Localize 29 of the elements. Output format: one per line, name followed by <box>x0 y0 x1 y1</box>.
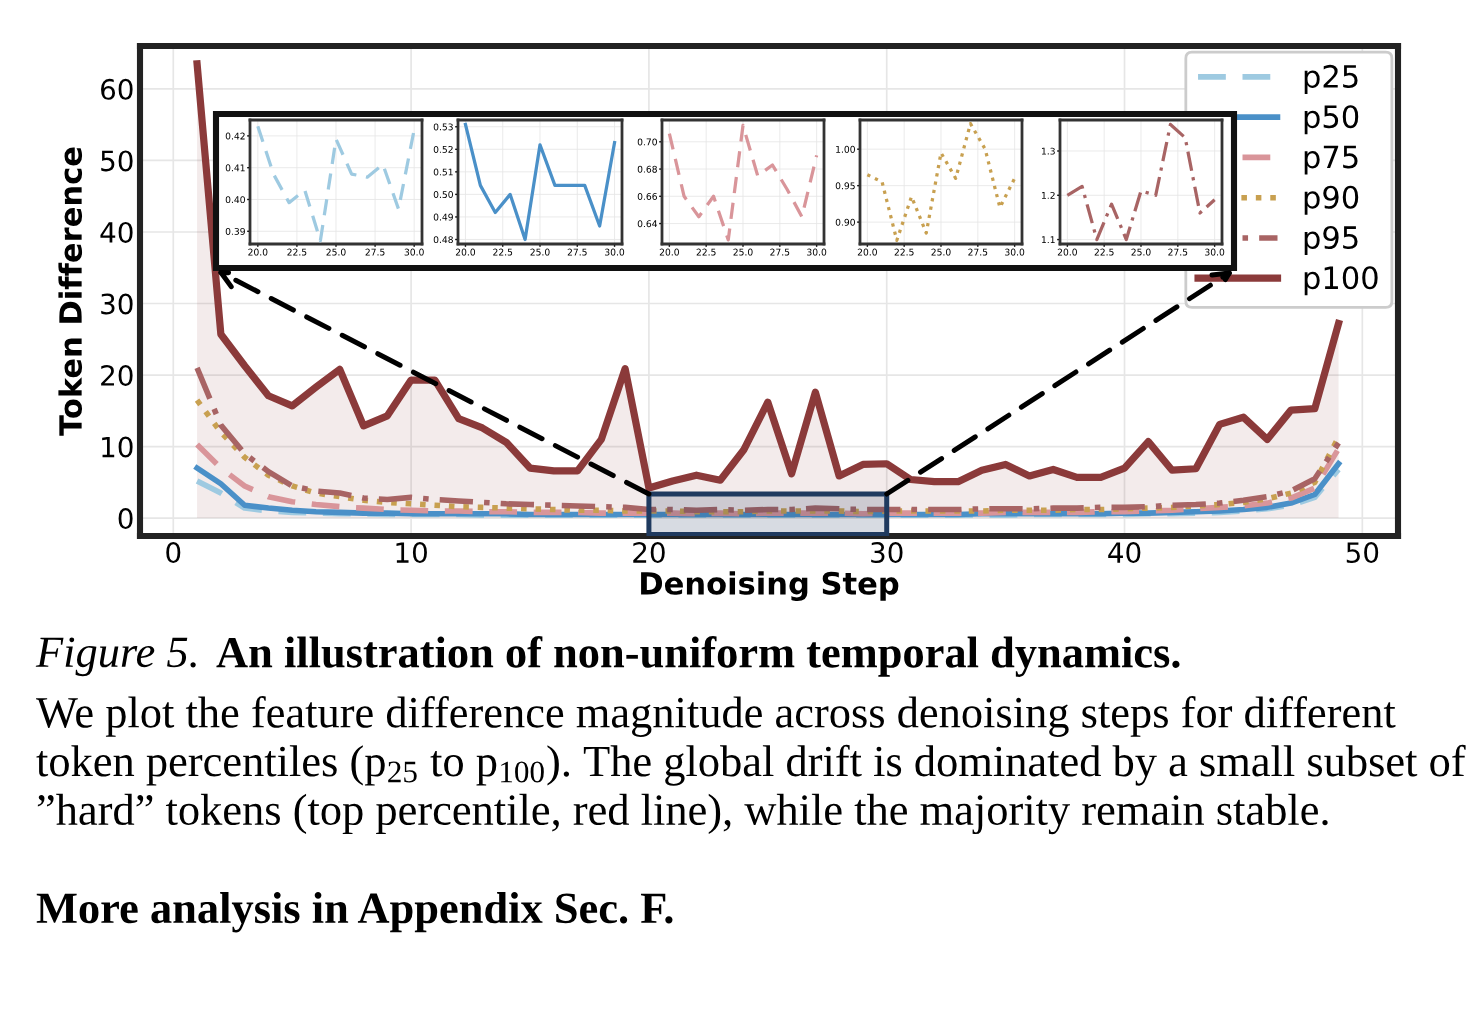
text: More analysis in Appendix Sec. F. <box>36 892 673 933</box>
x-tick-label: 30 <box>871 542 903 564</box>
y-tick-label: 50 <box>101 150 133 172</box>
line-series <box>865 122 1017 242</box>
legend-label: p100 <box>1304 266 1378 296</box>
line-series <box>194 441 1342 517</box>
legend-label: p50 <box>1304 105 1359 135</box>
y-tick-label: 10 <box>102 436 133 458</box>
line-series <box>256 124 416 243</box>
x-tick-label: 50 <box>1346 542 1379 564</box>
x-tick-label: 0 <box>166 542 181 564</box>
legend-label: p25 <box>1304 64 1358 94</box>
x-tick-label: 40 <box>1108 542 1141 564</box>
x-axis-title: Denoising Step <box>641 571 899 602</box>
legend-label: p95 <box>1304 225 1358 255</box>
text: We plot the feature difference magnitude across denoising steps for different token percentiles (p$_{25}$ to p$_{100}$). The global drift is dominated by a small subset of ”hard” tokens (top percentile, red line), while the majority remain stable. <box>36 696 1466 835</box>
line-series <box>667 123 819 242</box>
text: An illustration of non-uniform temporal dynamics. <box>216 636 1180 677</box>
caption: Figure 5. <box>35 637 196 677</box>
line-series <box>463 122 617 242</box>
y-tick-label: 30 <box>101 293 133 315</box>
x-tick-label: 10 <box>396 542 427 564</box>
line-series <box>1065 122 1217 242</box>
y-tick-label: 60 <box>101 78 133 100</box>
y-tick-label: 0 <box>118 508 133 530</box>
y-axis-title: Token Difference <box>58 147 83 436</box>
y-tick-label: 20 <box>101 364 133 386</box>
legend-label: p90 <box>1304 185 1359 215</box>
legend-label: p75 <box>1304 145 1358 175</box>
